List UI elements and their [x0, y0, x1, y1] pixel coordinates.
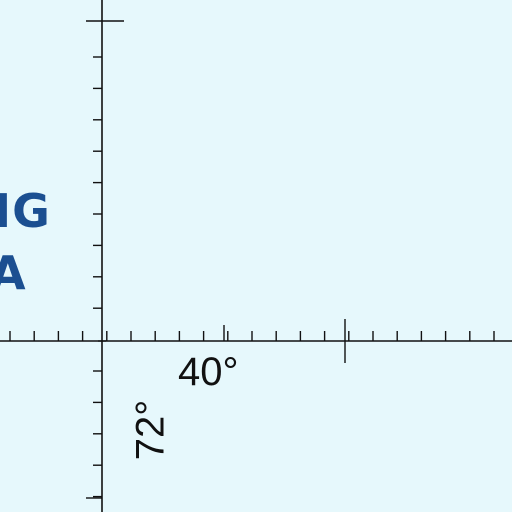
latitude-label: 72°	[128, 399, 173, 461]
longitude-label: 40°	[178, 350, 239, 394]
water-body-label-line-1: IG	[0, 184, 51, 238]
water-body-label-line-2: A	[0, 246, 27, 300]
